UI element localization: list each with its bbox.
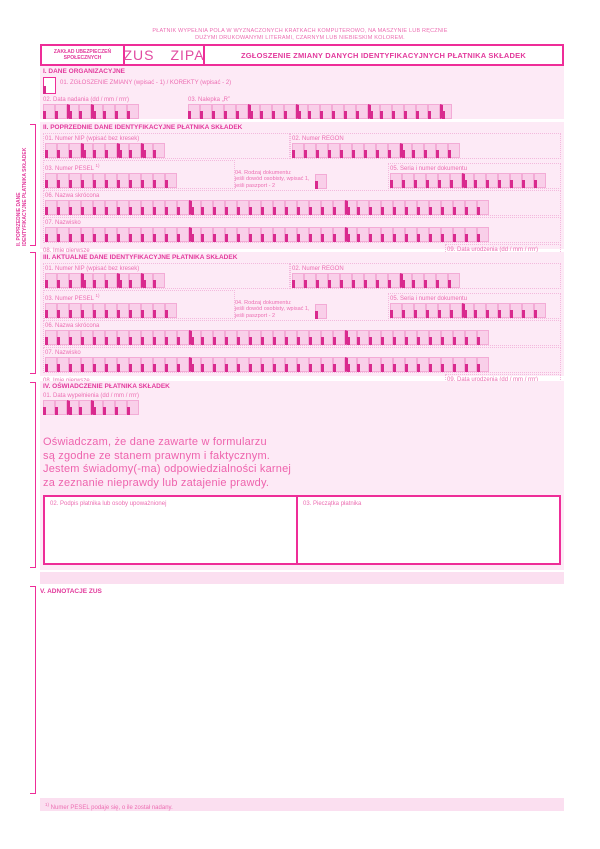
prev-birth-date-label: 09. Data urodzenia (dd / mm / rrrr): [447, 247, 539, 253]
declaration-text: Oświadczam, że dane zawarte w formularzu…: [43, 436, 292, 489]
section2-bracket: [30, 124, 36, 246]
section-poprzednie-dane: II. POPRZEDNIE DANE IDENTYFIKACYJNE PŁAT…: [40, 122, 564, 270]
cur-regon-label: 02. Numer REGON: [292, 266, 344, 272]
footnote: 1) Numer PESEL podaje się, o ile został …: [40, 798, 564, 811]
filling-instructions: PŁATNIK WYPEŁNIA POLA W WYZNACZONYCH KRA…: [0, 28, 600, 41]
field-prev-surname: 07. Nazwisko: [43, 217, 561, 243]
pesel-footnote-ref: 1): [95, 163, 100, 168]
stamp-area[interactable]: 03. Pieczątka płatnika: [296, 495, 561, 565]
section-dane-organizacyjne: I. DANE ORGANIZACYJNE 01. ZGŁOSZENIE ZMI…: [40, 66, 564, 119]
divider-strip: [40, 572, 564, 584]
cur-nip-input[interactable]: [45, 273, 288, 288]
cur-doc-series-input[interactable]: [390, 303, 559, 318]
footnote-text: Numer PESEL podaje się, o ile został nad…: [49, 805, 173, 811]
field-cur-regon: 02. Numer REGON: [290, 263, 561, 289]
data-wypelnienia-label: 01. Data wypełnienia (dd / mm / rrrr): [43, 393, 140, 399]
field-data-nadania: 02. Data nadania (dd / mm / rrrr): [43, 96, 188, 119]
section1-title: I. DANE ORGANIZACYJNE: [43, 68, 125, 75]
section5-bracket: [30, 586, 36, 794]
prev-doc-series-label: 05. Seria i numer dokumentu: [390, 166, 468, 172]
field-cur-pesel: 03. Numer PESEL 1): [43, 290, 235, 319]
prev-surname-label: 07. Nazwisko: [45, 220, 81, 226]
cur-pesel-input[interactable]: [45, 303, 233, 318]
prev-doc-type-label: 04. Rodzaj dokumentu: jeśli dowód osobis…: [235, 169, 310, 189]
field-cur-doc-type: 04. Rodzaj dokumentu: jeśli dowód osobis…: [235, 299, 388, 319]
signature-label: 02. Podpis płatnika lub osoby upoważnion…: [50, 501, 167, 507]
org-name-box: ZAKŁAD UBEZPIECZEŃ SPOŁECZNYCH: [40, 44, 125, 66]
prev-regon-input[interactable]: [292, 143, 559, 158]
prev-nip-input[interactable]: [45, 143, 288, 158]
prev-pesel-input[interactable]: [45, 173, 233, 188]
section2-side-label: II. POPRZEDNIE DANE IDENTYFIKACYJNE PŁAT…: [16, 147, 28, 246]
field-prev-doc-series: 05. Seria i numer dokumentu: [388, 163, 561, 189]
prev-first-name-label: 08. Imię pierwsze: [43, 248, 90, 254]
signature-row: 02. Podpis płatnika lub osoby upoważnion…: [43, 495, 561, 565]
section3-title: III. AKTUALNE DANE IDENTYFIKACYJNE PŁATN…: [43, 254, 238, 261]
nalepka-r-input[interactable]: [188, 104, 452, 119]
data-nadania-label: 02. Data nadania (dd / mm / rrrr): [43, 97, 130, 103]
prev-surname-input[interactable]: [45, 227, 559, 242]
field-cur-surname: 07. Nazwisko: [43, 347, 561, 373]
cur-doc-type-input[interactable]: [314, 304, 327, 319]
instruction-line-2: DUŻYMI DRUKOWANYMI LITERAMI, CZARNYM LUB…: [195, 34, 405, 41]
zgloszenie-zmiany-label: 01. ZGŁOSZENIE ZMIANY (wpisać - 1) / KOR…: [60, 80, 232, 86]
zgloszenie-zmiany-checkbox[interactable]: [43, 77, 56, 94]
org-name-line2: SPOŁECZNYCH: [63, 55, 102, 61]
cur-pesel-label: 03. Numer PESEL 1): [45, 293, 100, 302]
field-prev-short-name: 06. Nazwa skrócona: [43, 190, 561, 216]
field-cur-doc-series: 05. Seria i numer dokumentu: [388, 293, 561, 319]
cur-surname-input[interactable]: [45, 357, 559, 372]
cur-doc-type-label: 04. Rodzaj dokumentu: jeśli dowód osobis…: [235, 299, 310, 319]
field-data-wypelnienia: 01. Data wypełnienia (dd / mm / rrrr): [43, 392, 188, 415]
data-nadania-input[interactable]: [43, 104, 188, 119]
org-name-line1: ZAKŁAD UBEZPIECZEŃ: [53, 49, 112, 55]
section4-title: IV. OŚWIADCZENIE PŁATNIKA SKŁADEK: [43, 383, 170, 390]
cur-nip-label: 01. Numer NIP (wpisać bez kresek): [45, 266, 140, 272]
section-oswiadczenie: IV. OŚWIADCZENIE PŁATNIKA SKŁADEK 01. Da…: [40, 381, 564, 570]
field-nalepka-r: 03. Nalepka „R”: [188, 96, 452, 119]
field-prev-pesel: 03. Numer PESEL 1): [43, 160, 235, 189]
pesel-footnote-ref: 1): [95, 293, 100, 298]
nalepka-r-label: 03. Nalepka „R”: [188, 97, 231, 103]
instruction-line-1: PŁATNIK WYPEŁNIA POLA W WYZNACZONYCH KRA…: [152, 28, 448, 34]
cur-short-name-label: 06. Nazwa skrócona: [45, 323, 100, 329]
cur-surname-label: 07. Nazwisko: [45, 350, 81, 356]
prev-short-name-input[interactable]: [45, 200, 559, 215]
section-aktualne-dane: III. AKTUALNE DANE IDENTYFIKACYJNE PŁATN…: [40, 252, 564, 400]
prev-doc-type-input[interactable]: [314, 174, 327, 189]
prev-pesel-label: 03. Numer PESEL 1): [45, 163, 100, 172]
field-prev-doc-type: 04. Rodzaj dokumentu: jeśli dowód osobis…: [235, 169, 388, 189]
form-code-zipa: ZIPA: [170, 47, 205, 63]
prev-regon-label: 02. Numer REGON: [292, 136, 344, 142]
checkbox-tick: [43, 86, 46, 94]
footnote-marker: 1): [45, 802, 50, 807]
field-prev-nip: 01. Numer NIP (wpisać bez kresek): [43, 133, 290, 159]
data-wypelnienia-input[interactable]: [43, 400, 188, 415]
section4-bracket: [30, 382, 36, 568]
prev-nip-label: 01. Numer NIP (wpisać bez kresek): [45, 136, 140, 142]
section2-title: II. POPRZEDNIE DANE IDENTYFIKACYJNE PŁAT…: [43, 124, 243, 131]
form-code-box: ZUS ZIPA: [123, 44, 205, 66]
field-cur-short-name: 06. Nazwa skrócona: [43, 320, 561, 346]
section5-title: V. ADNOTACJE ZUS: [40, 588, 102, 595]
section-adnotacje-zus: V. ADNOTACJE ZUS: [40, 588, 564, 793]
cur-regon-input[interactable]: [292, 273, 559, 288]
prev-doc-series-input[interactable]: [390, 173, 559, 188]
cur-short-name-input[interactable]: [45, 330, 559, 345]
cur-doc-series-label: 05. Seria i numer dokumentu: [390, 296, 468, 302]
field-cur-nip: 01. Numer NIP (wpisać bez kresek): [43, 263, 290, 289]
signature-area[interactable]: 02. Podpis płatnika lub osoby upoważnion…: [43, 495, 298, 565]
field-prev-regon: 02. Numer REGON: [290, 133, 561, 159]
cur-birth-date-label: 09. Data urodzenia (dd / mm / rrrr): [447, 377, 539, 383]
stamp-label: 03. Pieczątka płatnika: [303, 501, 362, 507]
form-title: ZGŁOSZENIE ZMIANY DANYCH IDENTYFIKACYJNY…: [203, 44, 564, 66]
form-header: ZAKŁAD UBEZPIECZEŃ SPOŁECZNYCH ZUS ZIPA …: [40, 44, 564, 66]
form-code-zus: ZUS: [123, 47, 155, 63]
prev-short-name-label: 06. Nazwa skrócona: [45, 193, 100, 199]
section3-bracket: [30, 252, 36, 374]
